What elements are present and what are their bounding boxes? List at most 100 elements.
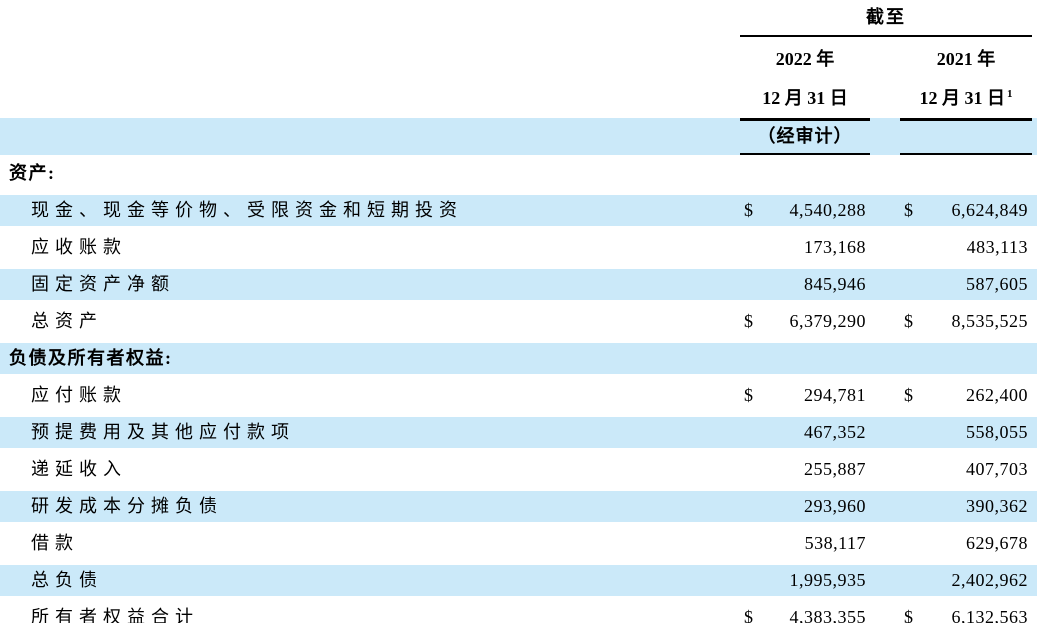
cell-2022 [740,343,870,374]
value-2022: 845,946 [804,274,866,294]
value-2021: 2,402,962 [951,570,1028,590]
footnote-marker: 1 [1007,88,1013,100]
cell-2022: 538,117 [740,525,870,562]
table-row: 应付账款 $ 294,781 $ 262,400 [0,377,1037,414]
dollar-2021: $ [904,607,914,623]
table-row: 现金、现金等价物、受限资金和短期投资 $ 4,540,288 $ 6,624,8… [0,192,1037,229]
value-2022: 467,352 [804,422,866,442]
value-2022: 6,379,290 [789,311,866,331]
cell-2022: $ 4,383,355 [740,599,870,623]
column-gap [870,525,900,562]
column-gap [870,155,900,192]
cell-2021 [900,155,1032,192]
column-gap [870,229,900,266]
value-2021: 8,535,525 [951,311,1028,331]
value-2022: 173,168 [804,237,866,257]
cell-2022 [740,155,870,192]
column-gap [870,269,900,300]
dollar-2022: $ [744,385,754,405]
cell-2022: 1,995,935 [740,565,870,596]
value-2022: 1,995,935 [789,570,866,590]
table-body: 资产: 现金、现金等价物、受限资金和短期投资 $ 4,540,288 $ 6,6… [0,155,1037,623]
dollar-2022: $ [744,311,754,331]
audited-band: （经审计） [0,118,1037,155]
cell-2021: 2,402,962 [900,565,1032,596]
dollar-2022: $ [744,607,754,623]
audited-note: （经审计） [757,126,853,146]
year-2022-header: 2022 年 [775,49,835,69]
cell-2022: 255,887 [740,451,870,488]
table-row: 负债及所有者权益: [0,340,1037,377]
column-gap [870,343,900,374]
cell-2022: 467,352 [740,417,870,448]
cell-2021: $ 6,132,563 [900,599,1032,623]
dollar-2021: $ [904,200,914,220]
value-2021: 390,362 [966,496,1028,516]
row-label: 研发成本分摊负债 [31,496,223,516]
table-row: 预提费用及其他应付款项 467,352 558,055 [0,414,1037,451]
cell-2021 [900,343,1032,374]
cell-2022: 845,946 [740,269,870,300]
value-2022: 294,781 [804,385,866,405]
table-row: 应收账款 173,168 483,113 [0,229,1037,266]
table-row: 研发成本分摊负债 293,960 390,362 [0,488,1037,525]
column-rule-bottom-2022 [740,152,870,155]
column-gap [870,491,900,522]
cell-2021: 483,113 [900,229,1032,266]
cell-2021: 629,678 [900,525,1032,562]
row-label: 递延收入 [31,459,127,479]
table-row: 递延收入 255,887 407,703 [0,451,1037,488]
cell-2021: 558,055 [900,417,1032,448]
cell-2022: $ 294,781 [740,377,870,414]
row-label: 应付账款 [31,385,127,405]
column-gap [870,599,900,623]
row-label: 固定资产净额 [31,274,175,294]
column-gap [870,303,900,340]
column-gap [870,195,900,226]
value-2021: 558,055 [966,422,1028,442]
value-2021: 483,113 [966,237,1028,257]
table-row: 固定资产净额 845,946 587,605 [0,266,1037,303]
cell-2021: 407,703 [900,451,1032,488]
value-2022: 4,540,288 [789,200,866,220]
cell-2021: $ 6,624,849 [900,195,1032,226]
cell-2022: $ 6,379,290 [740,303,870,340]
row-label: 总负债 [31,570,103,590]
row-label: 总资产 [31,311,103,331]
column-rule-top-2021 [900,118,1032,121]
column-gap [870,417,900,448]
row-label: 借款 [31,533,79,553]
cell-2022: 173,168 [740,229,870,266]
value-2021: 6,132,563 [951,607,1028,623]
column-gap [870,451,900,488]
value-2022: 538,117 [804,533,866,553]
row-label: 预提费用及其他应付款项 [31,422,295,442]
value-2022: 4,383,355 [789,607,866,623]
table-row: 所有者权益合计 $ 4,383,355 $ 6,132,563 [0,599,1037,623]
as-of-caption: 截至 [740,0,1032,37]
dollar-2022: $ [744,200,754,220]
column-rule-top-2022 [740,118,870,121]
table-row: 借款 538,117 629,678 [0,525,1037,562]
value-2022: 293,960 [804,496,866,516]
row-label: 所有者权益合计 [31,607,199,623]
date-2021-text: 12 月 31 日 [919,88,1006,108]
column-gap [870,565,900,596]
value-2021: 407,703 [966,459,1028,479]
value-2021: 6,624,849 [951,200,1028,220]
table-row: 资产: [0,155,1037,192]
row-label: 负债及所有者权益: [9,348,173,368]
cell-2022: $ 4,540,288 [740,195,870,226]
value-2021: 629,678 [966,533,1028,553]
cell-2021: $ 8,535,525 [900,303,1032,340]
value-2021: 587,605 [966,274,1028,294]
dollar-2021: $ [904,385,914,405]
value-2021: 262,400 [966,385,1028,405]
row-label: 应收账款 [31,237,127,257]
cell-2021: 587,605 [900,269,1032,300]
year-2021-header: 2021 年 [936,49,996,69]
years-row: 2022 年 2021 年 [0,40,1037,79]
